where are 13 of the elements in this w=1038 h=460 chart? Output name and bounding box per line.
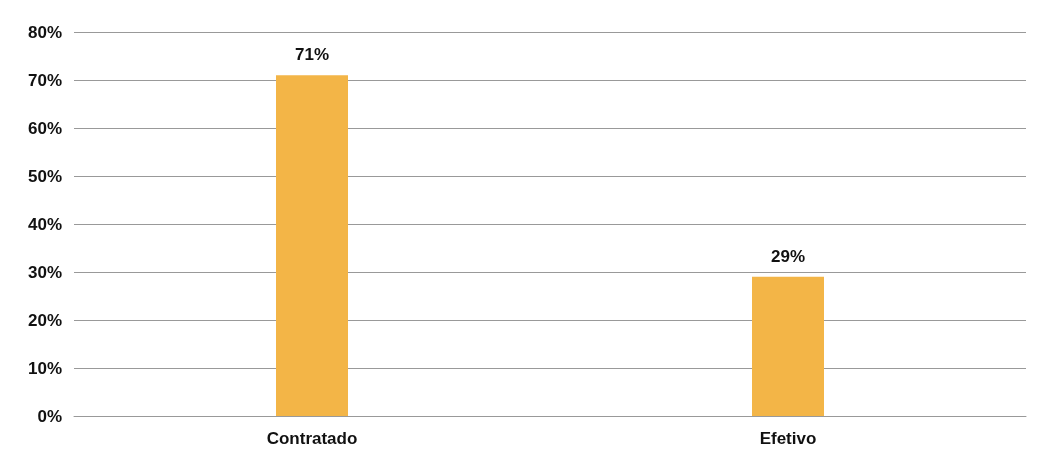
y-tick-label: 70% <box>27 70 62 90</box>
x-tick-label: Contratado <box>266 429 358 448</box>
y-tick-label: 60% <box>27 118 62 138</box>
data-label: 29% <box>770 246 806 266</box>
y-tick-label: 50% <box>27 166 62 186</box>
x-tick-label: Efetivo <box>759 429 817 448</box>
y-tick-label: 30% <box>27 262 62 282</box>
y-tick-label: 0% <box>37 406 62 426</box>
y-tick-label: 80% <box>27 22 62 42</box>
data-label: 71% <box>294 45 330 65</box>
y-tick-label: 20% <box>27 310 62 330</box>
y-tick-label: 10% <box>27 358 62 378</box>
y-tick-label: 40% <box>27 214 62 234</box>
